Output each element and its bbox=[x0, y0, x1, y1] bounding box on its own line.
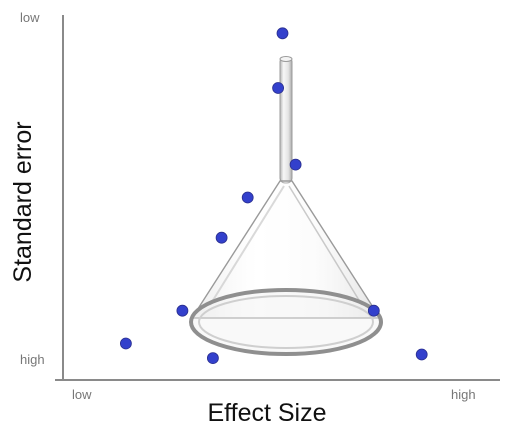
x-tick-label-right: high bbox=[451, 387, 476, 402]
y-axis-title: Standard error bbox=[9, 121, 37, 282]
data-point-5 bbox=[215, 231, 228, 244]
x-tick-label-left: low bbox=[72, 387, 92, 402]
x-axis-title: Effect Size bbox=[207, 399, 326, 427]
data-point-9 bbox=[206, 352, 219, 365]
y-tick-label-bottom: high bbox=[20, 352, 45, 367]
data-point-2 bbox=[272, 82, 285, 94]
data-point-8 bbox=[120, 337, 132, 350]
data-point-10 bbox=[415, 348, 428, 361]
data-points bbox=[120, 27, 428, 365]
funnel-rim bbox=[189, 288, 383, 356]
data-point-4 bbox=[241, 191, 254, 204]
data-point-1 bbox=[276, 27, 289, 40]
data-point-6 bbox=[176, 304, 189, 317]
data-point-3 bbox=[289, 158, 302, 171]
funnel-illustration bbox=[189, 56, 383, 356]
y-tick-label-top: low bbox=[20, 10, 40, 25]
data-point-7 bbox=[367, 304, 380, 317]
